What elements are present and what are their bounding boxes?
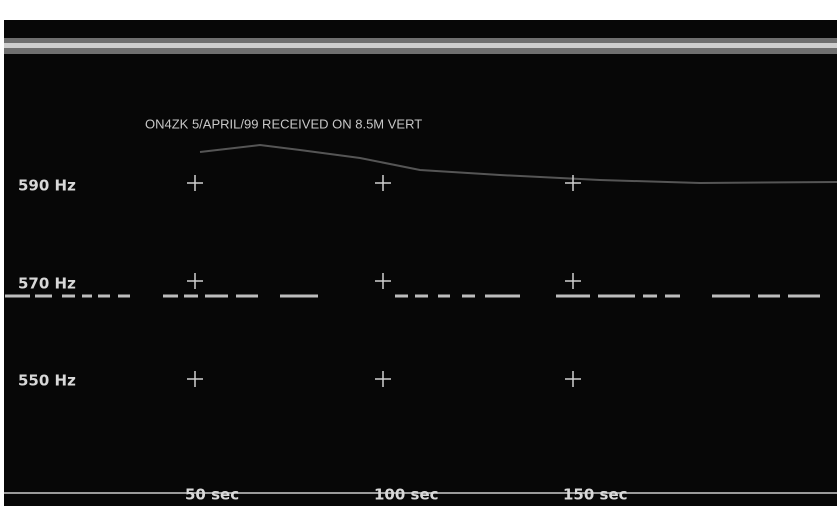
frequency-label: 590 Hz: [18, 177, 76, 195]
caption: ON4ZK 5/APRIL/99 RECEIVED ON 8.5M VERT: [145, 116, 422, 131]
time-label: 50 sec: [185, 486, 239, 504]
page: {"caption": "ON4ZK 5/APRIL/99 RECEIVED O…: [0, 0, 837, 506]
frequency-label: 550 Hz: [18, 372, 76, 390]
frequency-label: 570 Hz: [18, 275, 76, 293]
time-label: 150 sec: [563, 486, 628, 504]
noise-band-core: [4, 43, 837, 48]
spectrogram: [4, 20, 837, 506]
spectrogram-window: ON4ZK 5/APRIL/99 RECEIVED ON 8.5M VERT 5…: [0, 0, 837, 506]
time-label: 100 sec: [374, 486, 439, 504]
